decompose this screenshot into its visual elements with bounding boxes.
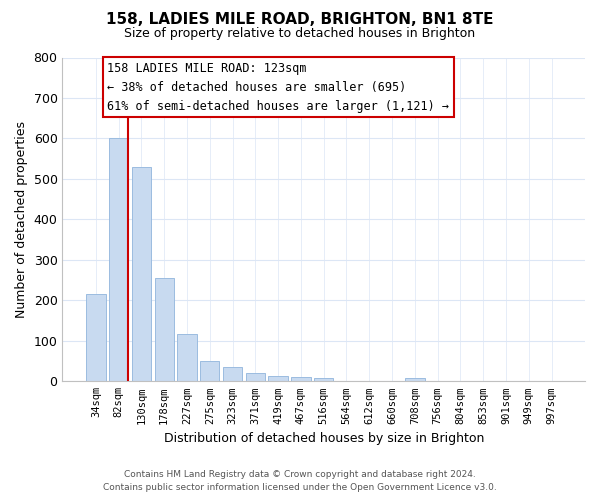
X-axis label: Distribution of detached houses by size in Brighton: Distribution of detached houses by size … bbox=[164, 432, 484, 445]
Bar bbox=[291, 378, 311, 382]
Y-axis label: Number of detached properties: Number of detached properties bbox=[15, 121, 28, 318]
Bar bbox=[86, 294, 106, 382]
Bar bbox=[268, 376, 288, 382]
Bar bbox=[132, 167, 151, 382]
Bar bbox=[155, 278, 174, 382]
Text: 158, LADIES MILE ROAD, BRIGHTON, BN1 8TE: 158, LADIES MILE ROAD, BRIGHTON, BN1 8TE bbox=[106, 12, 494, 28]
Text: Size of property relative to detached houses in Brighton: Size of property relative to detached ho… bbox=[124, 28, 476, 40]
Bar bbox=[245, 373, 265, 382]
Bar bbox=[314, 378, 334, 382]
Text: Contains HM Land Registry data © Crown copyright and database right 2024.
Contai: Contains HM Land Registry data © Crown c… bbox=[103, 470, 497, 492]
Bar bbox=[223, 367, 242, 382]
Bar bbox=[109, 138, 128, 382]
Bar bbox=[405, 378, 425, 382]
Bar bbox=[200, 361, 220, 382]
Text: 158 LADIES MILE ROAD: 123sqm
← 38% of detached houses are smaller (695)
61% of s: 158 LADIES MILE ROAD: 123sqm ← 38% of de… bbox=[107, 62, 449, 112]
Bar bbox=[178, 334, 197, 382]
